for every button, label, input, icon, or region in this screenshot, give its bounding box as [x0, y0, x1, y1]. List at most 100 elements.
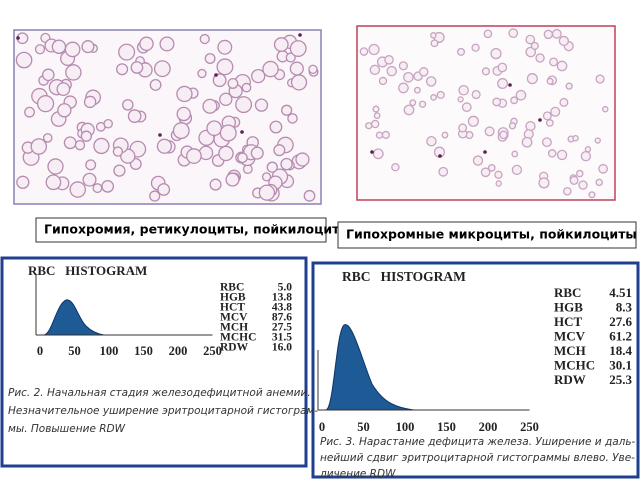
cell: [372, 105, 380, 113]
cell: [47, 158, 64, 175]
cell: [458, 84, 469, 96]
cell: [81, 40, 95, 54]
cell: [285, 52, 296, 63]
x-tick-label: 200: [169, 344, 188, 358]
parameter-name: RDW: [554, 372, 586, 387]
cell: [441, 131, 449, 139]
x-tick-label: 100: [396, 420, 415, 434]
stained-dot: [16, 36, 20, 40]
cell: [525, 46, 537, 58]
parameter-value: 61.2: [609, 328, 632, 343]
cell: [372, 148, 384, 160]
cell: [16, 175, 30, 189]
cell: [273, 144, 286, 157]
parameter-name: RBC: [554, 285, 581, 300]
cell: [308, 64, 318, 75]
figure-caption: Незначительное уширение эритроцитарной г…: [8, 405, 318, 417]
stained-dot: [158, 133, 162, 137]
cell: [202, 98, 218, 114]
cell: [525, 34, 536, 45]
cell: [204, 53, 216, 64]
cell: [359, 47, 369, 56]
cell: [598, 163, 609, 174]
cell: [92, 183, 103, 194]
x-tick-label: 150: [134, 344, 153, 358]
parameter-value: 5.0: [278, 282, 293, 294]
cell: [172, 122, 190, 140]
cell: [287, 113, 298, 124]
cell: [118, 43, 136, 61]
caption: Гипохромные микроциты, пойкилоциты: [346, 227, 637, 242]
parameter-name: MCV: [554, 328, 586, 343]
histogram-title: RBC HISTOGRAM: [342, 269, 466, 284]
cell: [176, 85, 193, 103]
cell: [551, 28, 562, 39]
cell: [261, 172, 272, 182]
cell: [558, 35, 570, 47]
cell: [57, 103, 72, 118]
figure-caption: нейший сдвиг эритроцитарной гистограммы …: [320, 452, 635, 464]
x-tick-label: 0: [37, 344, 43, 358]
cell: [42, 133, 53, 143]
cell: [64, 41, 81, 58]
cell: [34, 44, 46, 55]
cell: [365, 122, 373, 130]
cell: [595, 74, 605, 84]
cell: [369, 64, 381, 76]
cell: [580, 150, 592, 162]
cell: [56, 82, 71, 97]
cell: [269, 120, 283, 134]
cell: [508, 28, 519, 39]
cell: [549, 57, 559, 67]
cell: [602, 105, 609, 113]
cell: [530, 41, 539, 50]
cell: [490, 47, 502, 60]
cell: [438, 166, 449, 177]
x-tick-label: 50: [357, 420, 370, 434]
cell: [112, 146, 124, 157]
caption: Гипохромия, ретикулоциты, пойкилоциты: [44, 222, 351, 237]
cell: [45, 174, 62, 191]
parameter-name: HGB: [220, 292, 246, 304]
cell: [471, 43, 480, 52]
stained-dot: [214, 73, 218, 77]
cell: [295, 152, 310, 167]
stained-dot: [483, 150, 487, 154]
cell: [41, 68, 55, 82]
cell: [398, 82, 409, 94]
cell: [113, 164, 126, 177]
x-tick-label: 50: [68, 344, 81, 358]
cell: [250, 146, 264, 160]
cell: [584, 146, 592, 153]
cell: [216, 58, 234, 76]
cell: [569, 175, 579, 185]
cell: [219, 124, 237, 142]
cell: [418, 67, 429, 77]
cell: [594, 137, 601, 144]
cell: [289, 61, 304, 76]
cell: [526, 73, 538, 85]
figure-caption: Рис. 2. Начальная стадия железодефицитно…: [8, 387, 311, 399]
cell: [425, 76, 437, 87]
cell: [472, 155, 484, 166]
cell: [403, 104, 415, 116]
cell: [122, 99, 134, 111]
cell: [149, 190, 161, 202]
cell: [212, 73, 227, 88]
cell: [384, 55, 394, 65]
cell: [83, 95, 97, 109]
cell: [386, 65, 397, 77]
cell: [413, 86, 421, 94]
cell: [273, 37, 289, 52]
cell: [525, 120, 536, 132]
cell: [430, 32, 437, 39]
cell: [426, 136, 437, 147]
cell: [235, 96, 253, 114]
cell: [290, 74, 308, 91]
cell: [30, 138, 48, 155]
cell: [481, 67, 491, 76]
cell: [461, 102, 472, 113]
cell: [197, 68, 207, 79]
cell: [556, 60, 568, 72]
cell: [225, 172, 240, 187]
